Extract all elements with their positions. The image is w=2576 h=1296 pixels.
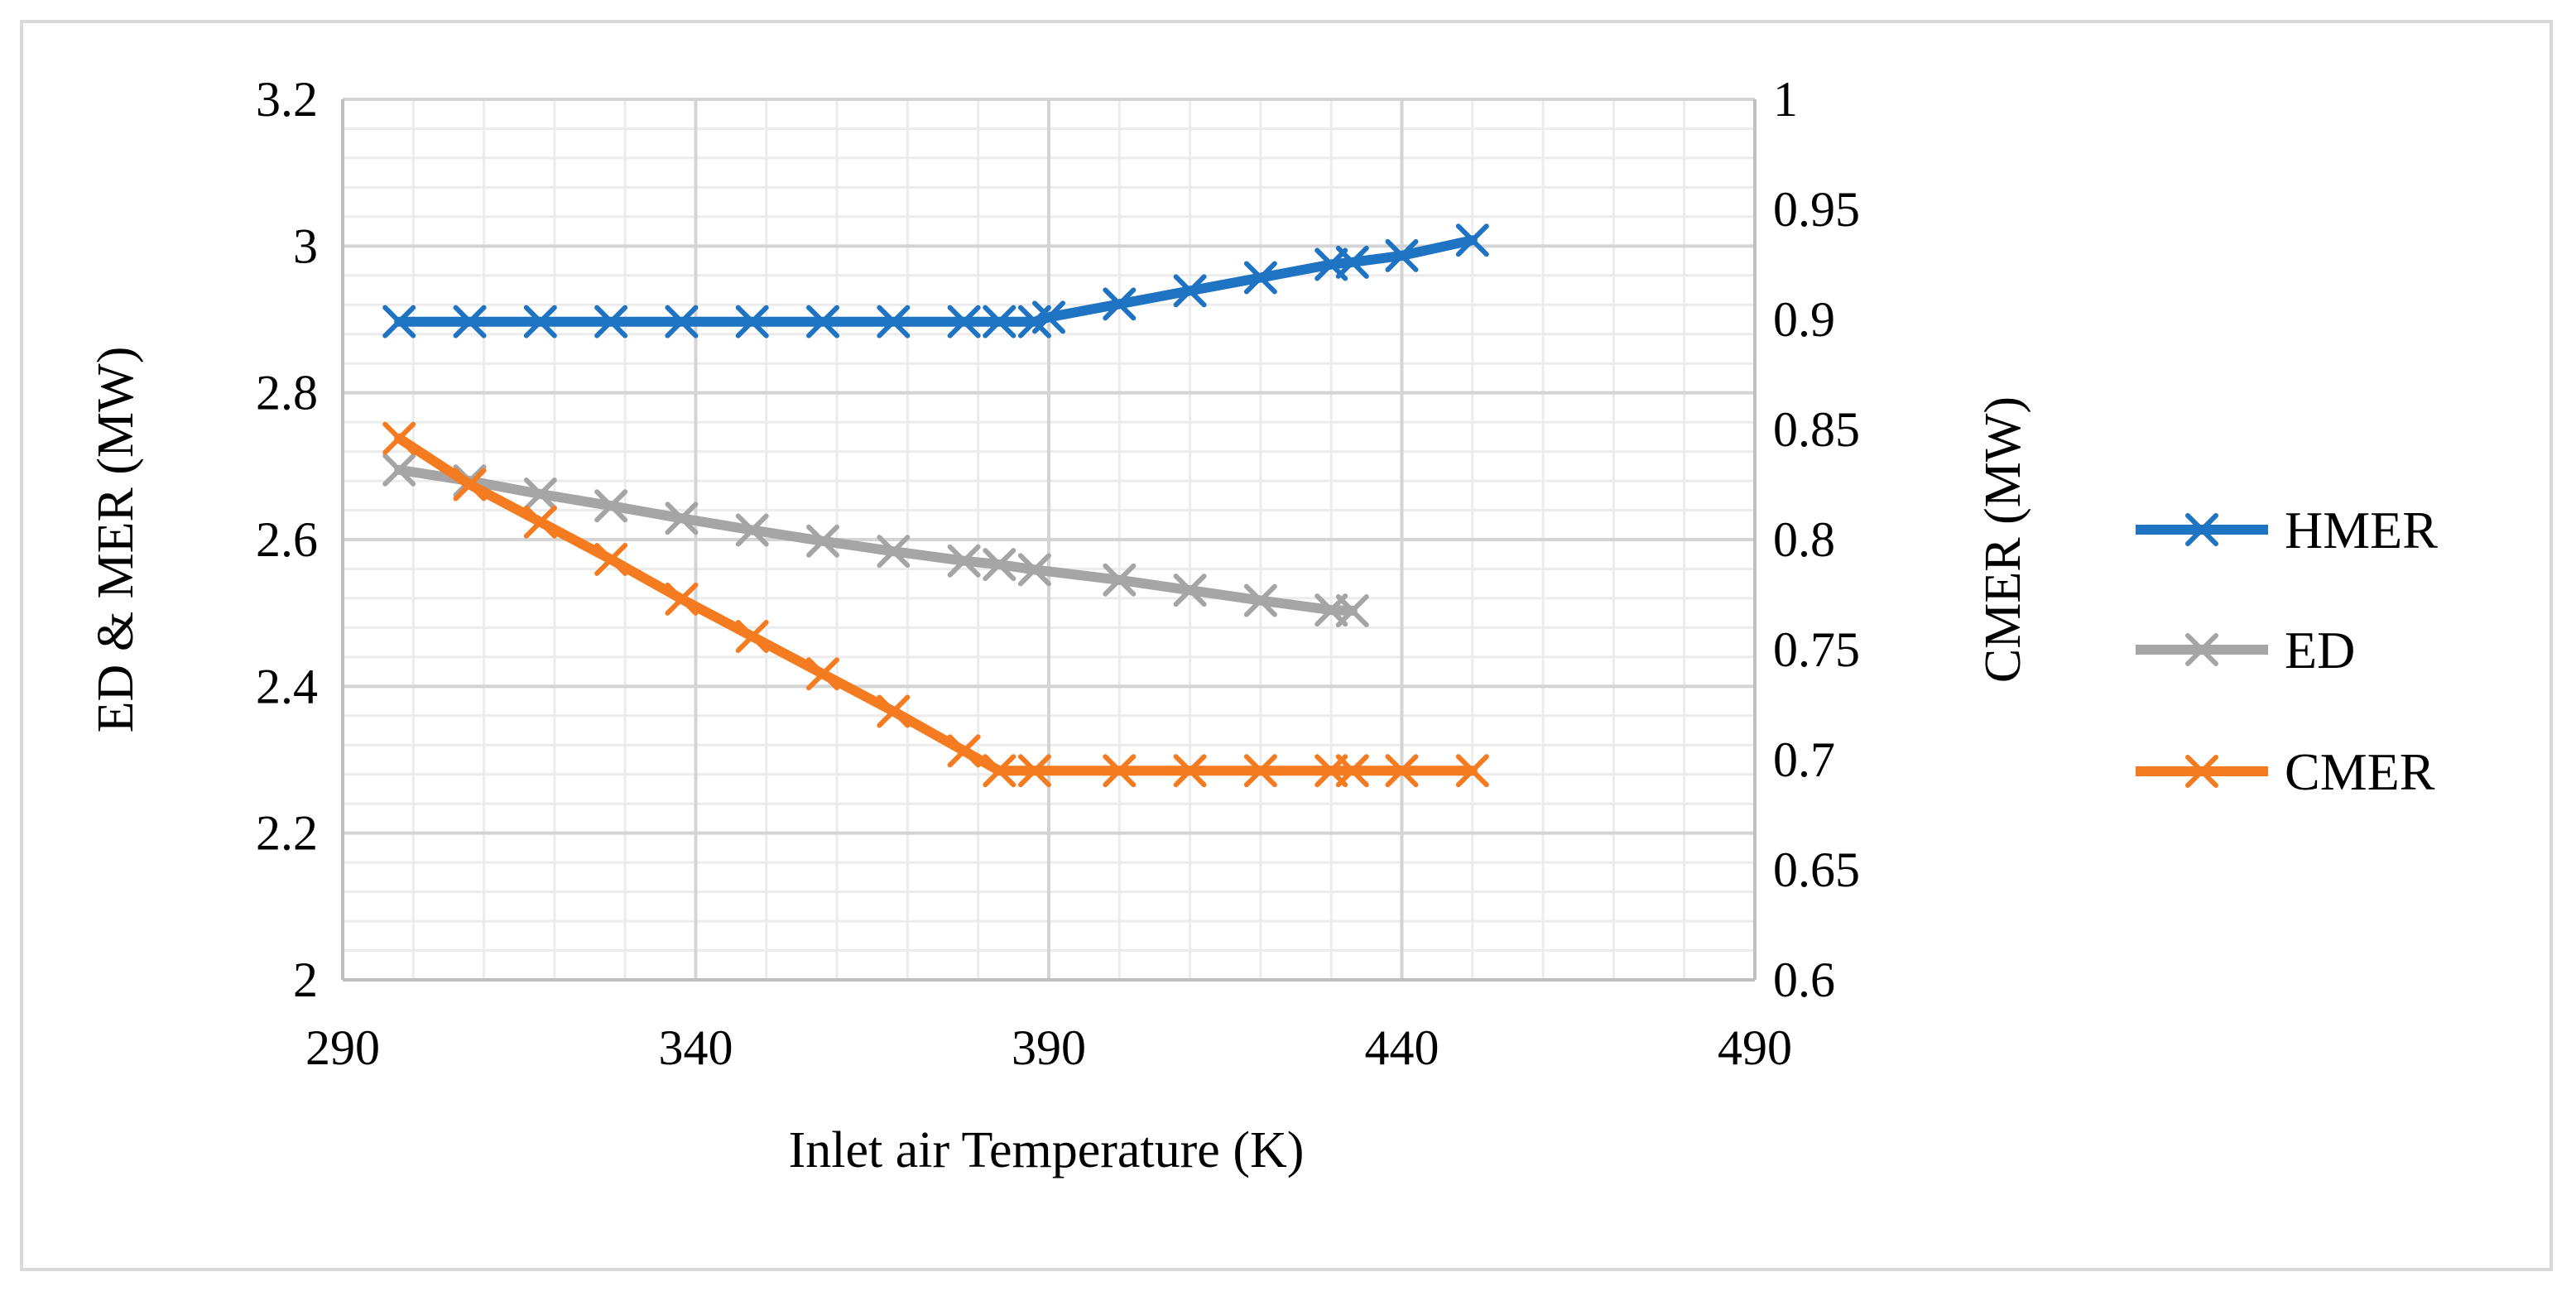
y-tick-label: 2.6	[256, 512, 318, 567]
data-point-hmer	[1335, 245, 1369, 279]
legend-label-ed: ED	[2285, 621, 2355, 679]
data-point-cmer	[453, 468, 487, 502]
data-point-ed	[947, 544, 981, 578]
y2-tick-label: 0.85	[1773, 402, 1860, 457]
data-point-cmer	[1173, 754, 1207, 788]
data-point-cmer	[1017, 754, 1051, 788]
y-tick-label: 2	[293, 953, 318, 1007]
x-axis-title: Inlet air Temperature (K)	[789, 1122, 1305, 1178]
data-point-hmer	[1243, 261, 1277, 295]
data-point-ed	[1243, 583, 1277, 617]
series-layer	[382, 223, 1489, 788]
data-point-ed	[1017, 553, 1051, 587]
series-cmer	[382, 421, 1489, 788]
data-point-cmer	[1385, 754, 1419, 788]
y2-axis-title: CMER (MW)	[1975, 396, 2031, 683]
y2-tick-label: 0.8	[1773, 512, 1835, 567]
data-point-hmer	[594, 305, 628, 338]
x-tick-label: 390	[1012, 1020, 1086, 1075]
series-line-ed	[394, 464, 1358, 616]
y2-tick-label: 0.9	[1773, 292, 1835, 347]
legend: HMER ED CMER	[2136, 501, 2438, 801]
data-point-cmer	[983, 754, 1016, 788]
data-point-hmer	[382, 305, 416, 338]
series-line-cmer	[394, 433, 1478, 776]
data-point-hmer	[806, 305, 840, 338]
y-tick-label: 3.2	[256, 72, 318, 127]
data-point-cmer	[594, 542, 628, 576]
x-tick-label: 290	[305, 1020, 380, 1075]
data-point-hmer	[1455, 223, 1489, 257]
series-ed	[382, 453, 1369, 628]
chart-frame	[20, 20, 2553, 1271]
legend-marker-hmer	[2185, 513, 2218, 546]
data-point-hmer	[1032, 300, 1065, 334]
tick-labels: 290 340 390 440 490 2 2.2 2.4 2.6 2.8 3 3.2 0.6 0.65 0…	[256, 72, 1860, 1075]
legend-marker-cmer	[2185, 755, 2218, 788]
legend-label-cmer: CMER	[2285, 742, 2435, 801]
data-point-ed	[594, 489, 628, 523]
x-tick-label: 490	[1718, 1020, 1792, 1075]
data-point-ed	[523, 478, 557, 511]
data-point-cmer	[947, 734, 981, 768]
x-tick-label: 340	[659, 1020, 733, 1075]
legend-marker-ed	[2185, 633, 2218, 666]
y-axis-title: ED & MER (MW)	[88, 347, 144, 733]
data-point-hmer	[665, 305, 699, 338]
data-point-ed	[1335, 594, 1369, 628]
y-tick-label: 2.4	[256, 659, 318, 713]
data-point-hmer	[1385, 238, 1419, 272]
y2-tick-label: 0.95	[1773, 182, 1860, 237]
series-hmer	[382, 223, 1489, 338]
y-tick-label: 3	[293, 218, 318, 273]
data-point-cmer	[1455, 754, 1489, 788]
data-point-cmer	[523, 505, 557, 539]
y2-tick-label: 1	[1773, 72, 1798, 127]
data-point-ed	[665, 502, 699, 535]
legend-item-cmer: CMER	[2136, 742, 2435, 801]
series-line-hmer	[394, 235, 1478, 327]
data-point-cmer	[382, 421, 416, 455]
legend-label-hmer: HMER	[2285, 501, 2438, 559]
data-point-ed	[382, 453, 416, 487]
data-point-ed	[1173, 574, 1207, 607]
data-point-cmer	[1243, 754, 1277, 788]
data-point-cmer	[735, 620, 769, 654]
legend-item-ed: ED	[2136, 621, 2355, 679]
data-point-hmer	[877, 305, 911, 338]
data-point-ed	[983, 548, 1016, 582]
y-tick-label: 2.2	[256, 806, 318, 861]
legend-item-hmer: HMER	[2136, 501, 2438, 559]
data-point-cmer	[877, 694, 911, 728]
data-point-hmer	[453, 305, 487, 338]
data-point-cmer	[806, 657, 840, 691]
data-point-cmer	[1335, 754, 1369, 788]
y2-tick-label: 0.7	[1773, 732, 1835, 787]
data-point-hmer	[1173, 274, 1207, 308]
data-point-hmer	[735, 305, 769, 338]
data-point-ed	[735, 513, 769, 547]
data-point-hmer	[1103, 287, 1137, 321]
data-point-cmer	[1103, 754, 1137, 788]
axes	[341, 99, 1757, 982]
data-point-ed	[806, 524, 840, 558]
y-tick-label: 2.8	[256, 366, 318, 420]
y2-tick-label: 0.6	[1773, 953, 1835, 1007]
data-point-ed	[877, 535, 911, 569]
data-point-cmer	[665, 582, 699, 616]
y2-tick-label: 0.65	[1773, 842, 1860, 897]
data-point-hmer	[947, 305, 981, 338]
data-point-ed	[1103, 563, 1137, 597]
y2-tick-label: 0.75	[1773, 622, 1860, 677]
data-point-hmer	[523, 305, 557, 338]
x-tick-label: 440	[1365, 1020, 1439, 1075]
data-point-hmer	[983, 305, 1016, 338]
